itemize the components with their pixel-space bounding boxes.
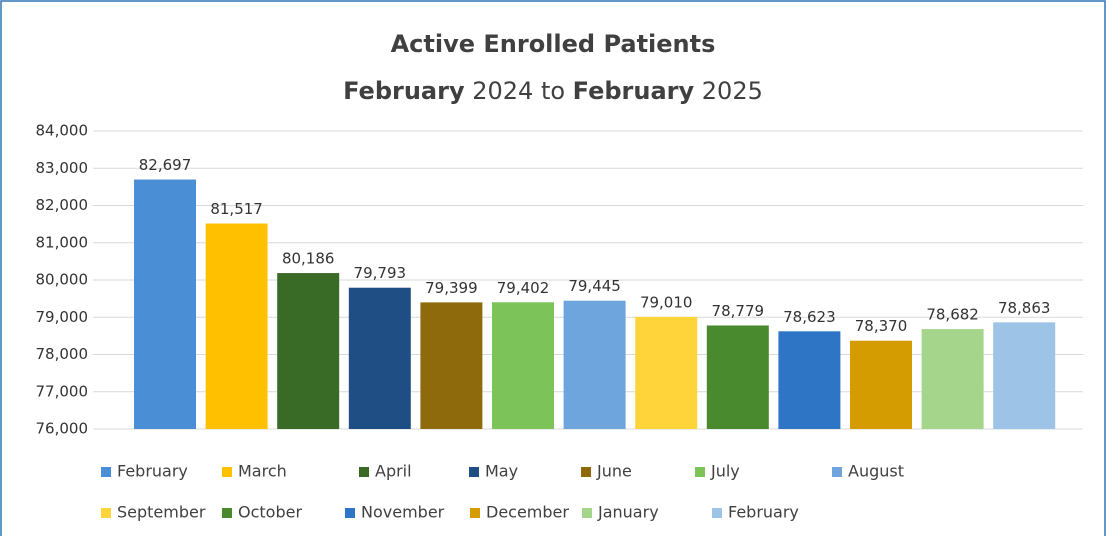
subtitle-part: 2025 [694,77,763,105]
bar [635,316,698,429]
bar [706,325,769,429]
data-label: 78,682 [926,306,979,324]
legend-label: July [710,462,740,481]
subtitle-part: February [573,77,695,105]
y-tick-label: 78,000 [36,345,89,363]
legend-swatch [832,467,842,477]
legend-swatch [101,508,111,518]
legend-label: October [238,503,302,522]
legend-swatch [470,508,480,518]
data-label: 78,623 [783,308,836,326]
bar [921,329,984,429]
data-label: 78,370 [855,317,908,335]
y-tick-label: 80,000 [36,271,89,289]
data-label: 82,697 [139,156,192,174]
legend-swatch [581,467,591,477]
data-label: 80,186 [282,250,335,268]
data-label: 79,445 [568,277,621,295]
data-label: 79,399 [425,279,478,297]
legend-swatch [582,508,592,518]
legend-label: August [848,462,904,481]
y-tick-label: 77,000 [36,382,89,400]
legend-label: February [117,462,188,481]
y-tick-label: 79,000 [36,308,89,326]
y-tick-label: 82,000 [36,196,89,214]
legend-label: November [361,503,445,522]
legend-label: January [597,503,659,522]
y-tick-label: 76,000 [36,420,89,438]
legend-label: February [728,503,799,522]
bar [205,223,268,429]
data-label: 79,793 [354,264,407,282]
legend-swatch [345,508,355,518]
data-label: 78,779 [712,302,765,320]
bar [563,300,626,429]
bar [778,331,841,429]
legend-label: June [596,462,632,481]
bar [420,302,483,429]
y-tick-label: 84,000 [36,122,89,140]
legend-label: December [486,503,569,522]
legend-swatch [359,467,369,477]
bar [850,340,912,429]
chart-subtitle: February 2024 to February 2025 [343,77,763,105]
subtitle-part: 2024 to [465,77,573,105]
legend-label: April [375,462,412,481]
legend-swatch [222,508,232,518]
bar [348,287,411,429]
legend-swatch [222,467,232,477]
legend-swatch [712,508,722,518]
bar [993,322,1056,429]
y-tick-label: 83,000 [36,159,89,177]
legend-swatch [101,467,111,477]
subtitle-part: February [343,77,465,105]
data-label: 79,402 [497,279,550,297]
bar [134,179,196,429]
y-tick-label: 81,000 [36,233,89,251]
legend-label: May [485,462,518,481]
bar [492,302,554,429]
legend-swatch [469,467,479,477]
data-label: 79,010 [640,293,693,311]
data-label: 81,517 [210,200,263,218]
data-label: 78,863 [998,299,1051,317]
legend-label: March [238,462,287,481]
legend-label: September [117,503,206,522]
bar [277,273,340,429]
legend-swatch [695,467,705,477]
chart-title: Active Enrolled Patients [391,30,716,58]
